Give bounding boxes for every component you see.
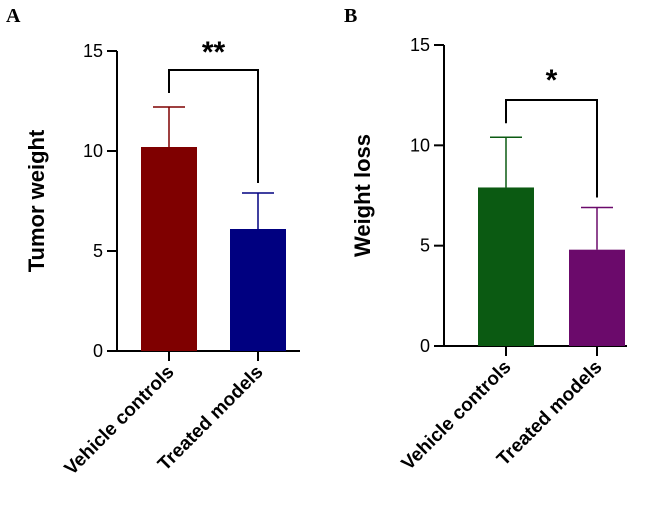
bar (230, 229, 286, 351)
y-tick-label: 15 (83, 41, 103, 61)
bar (141, 147, 197, 351)
significance-marker: ** (202, 36, 226, 69)
y-tick-label: 10 (83, 141, 103, 161)
bar (569, 249, 625, 346)
y-tick-label: 10 (410, 135, 430, 155)
y-axis-label: Weight loss (350, 134, 375, 257)
significance-bracket (505, 99, 598, 198)
y-tick-label: 0 (420, 336, 430, 356)
y-tick-label: 0 (93, 341, 103, 361)
significance-bracket (168, 69, 259, 183)
y-tick-label: 5 (93, 241, 103, 261)
y-tick-label: 15 (410, 35, 430, 55)
panel-letter: B (344, 5, 357, 27)
y-tick-label: 5 (420, 236, 430, 256)
bar (478, 187, 534, 346)
y-axis-label: Tumor weight (24, 129, 49, 272)
panel-letter: A (6, 5, 21, 27)
significance-marker: * (546, 64, 558, 97)
